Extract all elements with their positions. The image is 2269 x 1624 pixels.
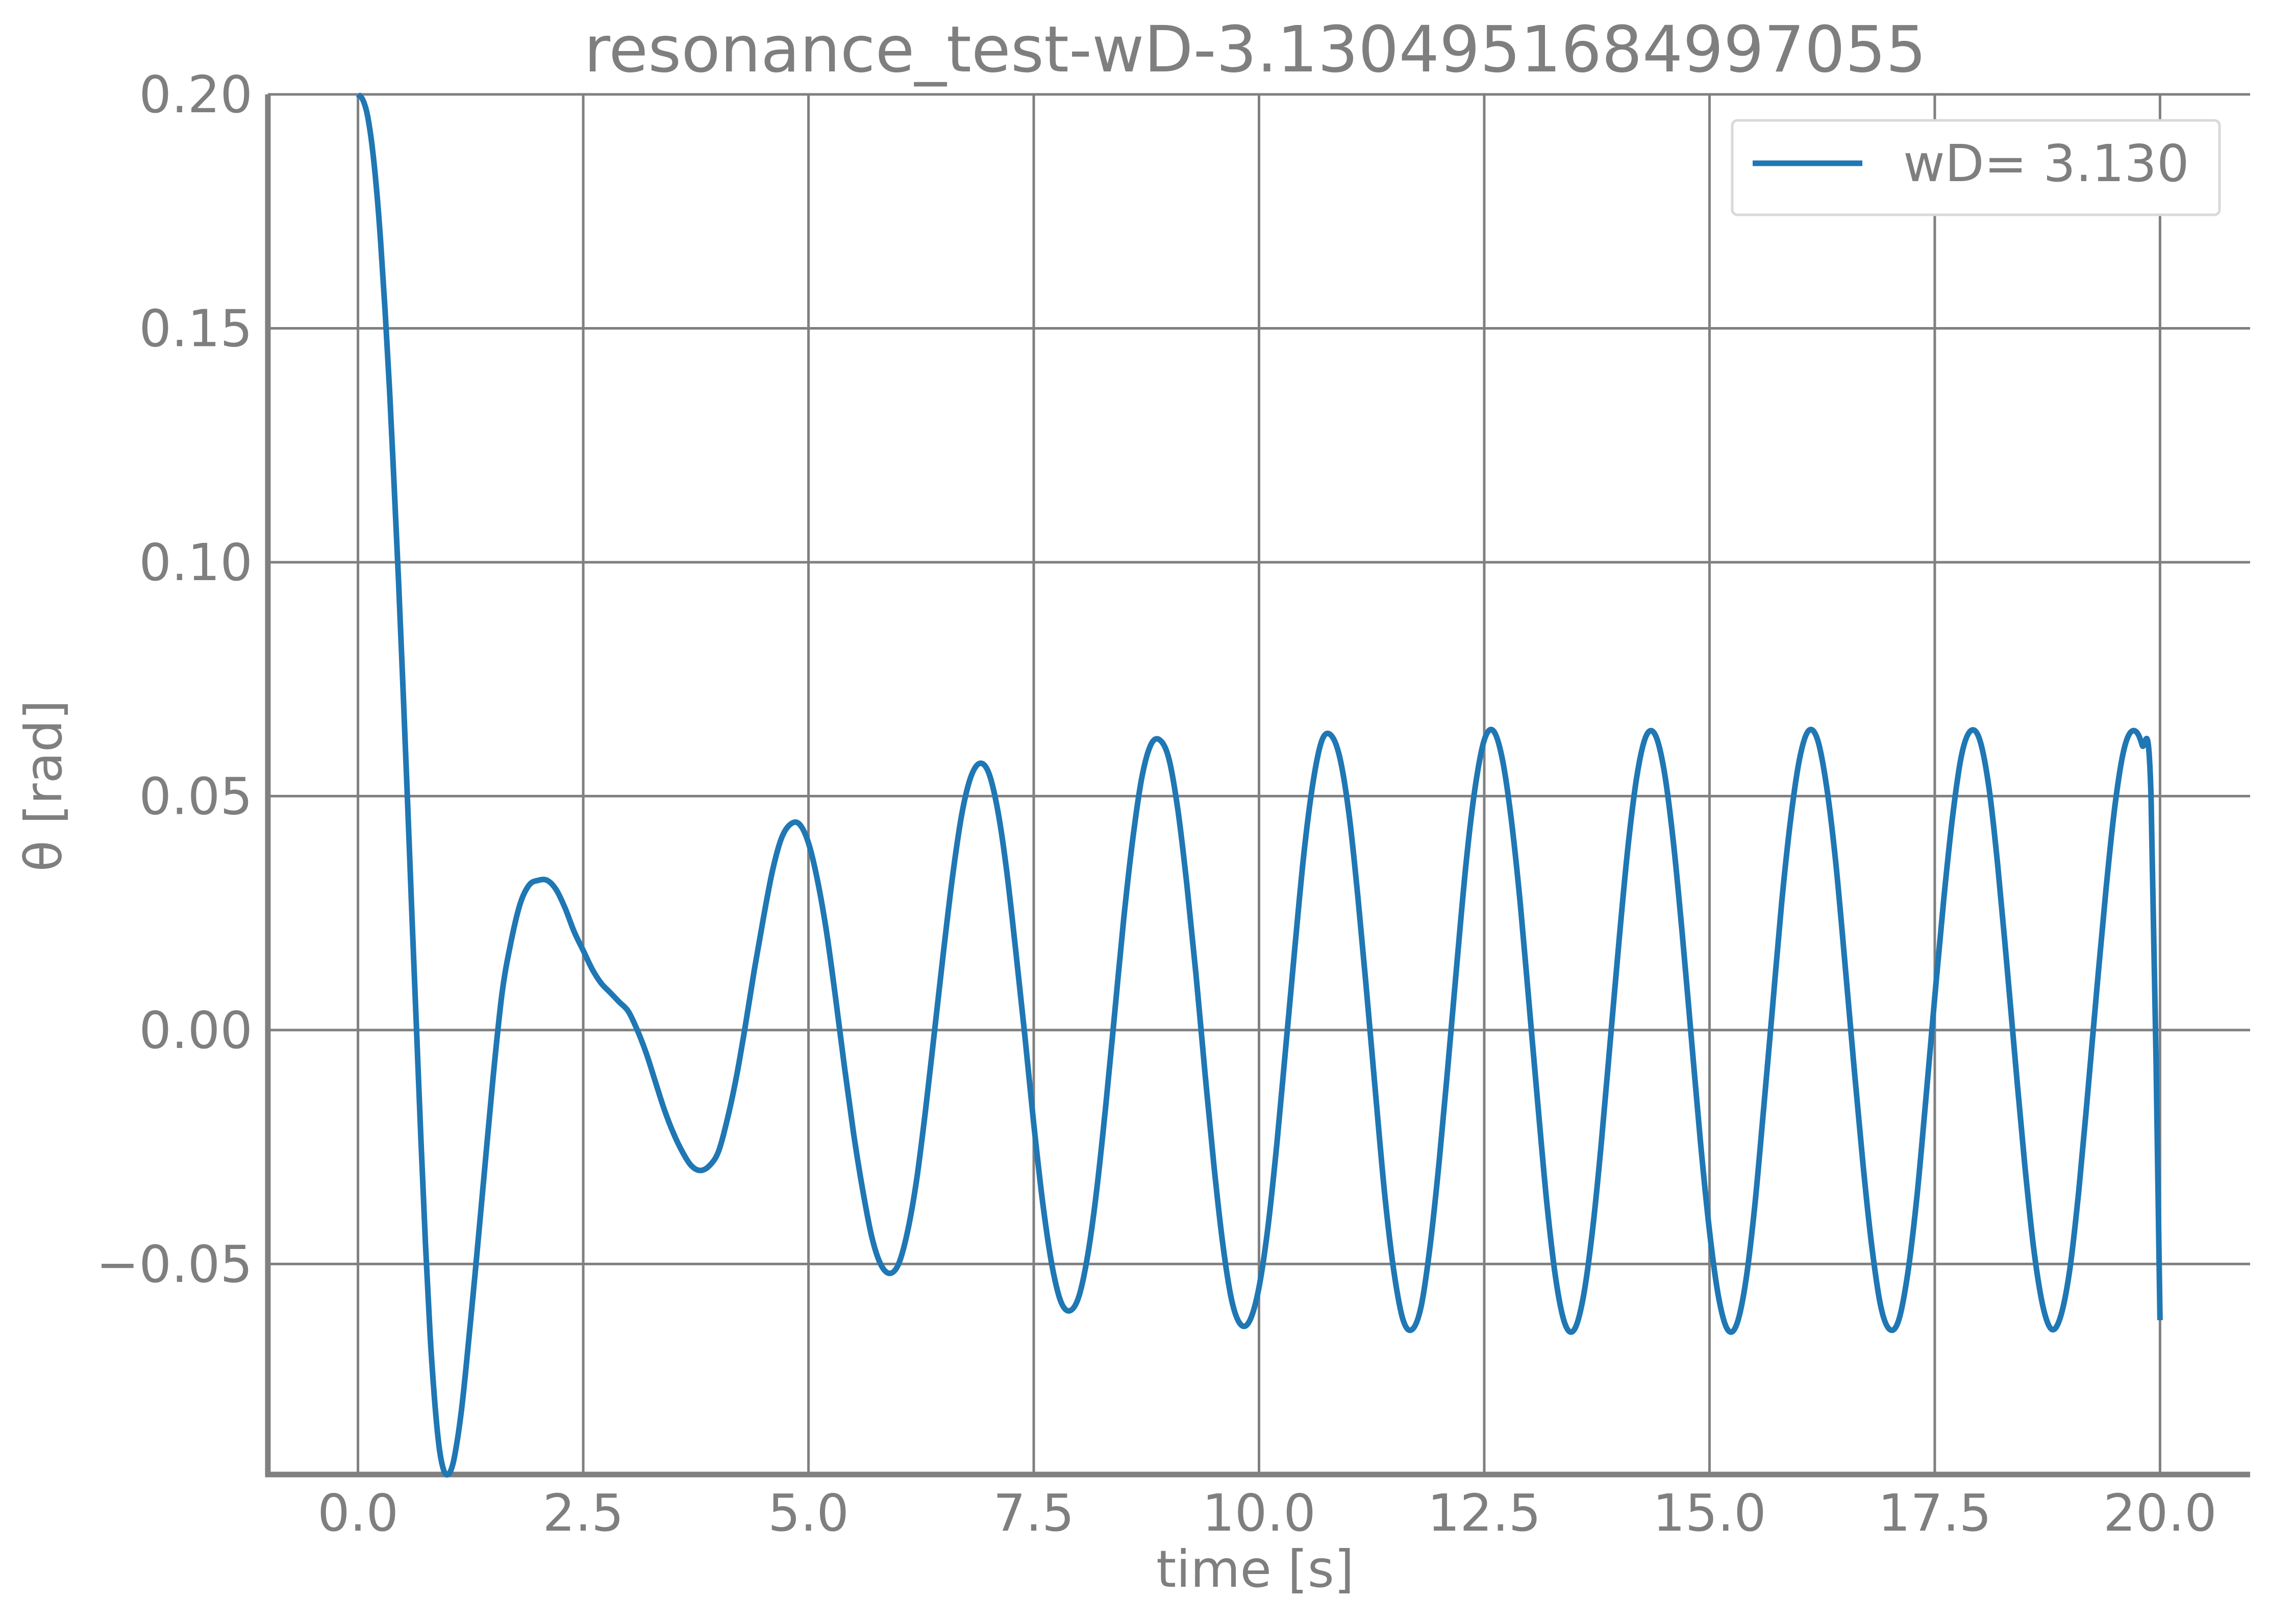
chart-title: resonance_test-wD-3.1304951684997055 (584, 13, 1927, 87)
y-tick-label: 0.15 (139, 298, 253, 358)
legend-entry-label: wD= 3.130 (1903, 134, 2189, 193)
x-tick-label: 12.5 (1428, 1483, 1541, 1543)
x-tick-label: 5.0 (768, 1483, 849, 1543)
x-tick-label: 17.5 (1878, 1483, 1992, 1543)
legend: wD= 3.130 (1731, 119, 2221, 216)
x-tick-label: 2.5 (543, 1483, 624, 1543)
y-tick-label: 0.20 (139, 65, 253, 124)
y-tick-label: 0.05 (139, 766, 253, 826)
x-tick-label: 15.0 (1653, 1483, 1766, 1543)
legend-box (1731, 119, 2221, 216)
series-line (356, 92, 2163, 1478)
series-layer (356, 92, 2163, 1478)
x-tick-label: 0.0 (317, 1483, 398, 1543)
y-axis-label: θ [rad] (14, 700, 73, 872)
y-tick-label: 0.10 (139, 533, 253, 592)
x-tick-label: 10.0 (1202, 1483, 1316, 1543)
y-tick-label: −0.05 (96, 1234, 253, 1294)
x-axis-label: time [s] (1156, 1539, 1354, 1599)
axes-spines (265, 94, 2250, 1478)
tick-labels: 0.0 2.5 5.0 7.5 10.0 12.5 15.0 17.5 20.0 −0.05 0.0… (96, 65, 2217, 1543)
grid (268, 93, 2250, 1475)
y-tick-label: 0.00 (139, 1001, 253, 1060)
x-tick-label: 7.5 (993, 1483, 1074, 1543)
x-tick-label: 20.0 (2103, 1483, 2217, 1543)
